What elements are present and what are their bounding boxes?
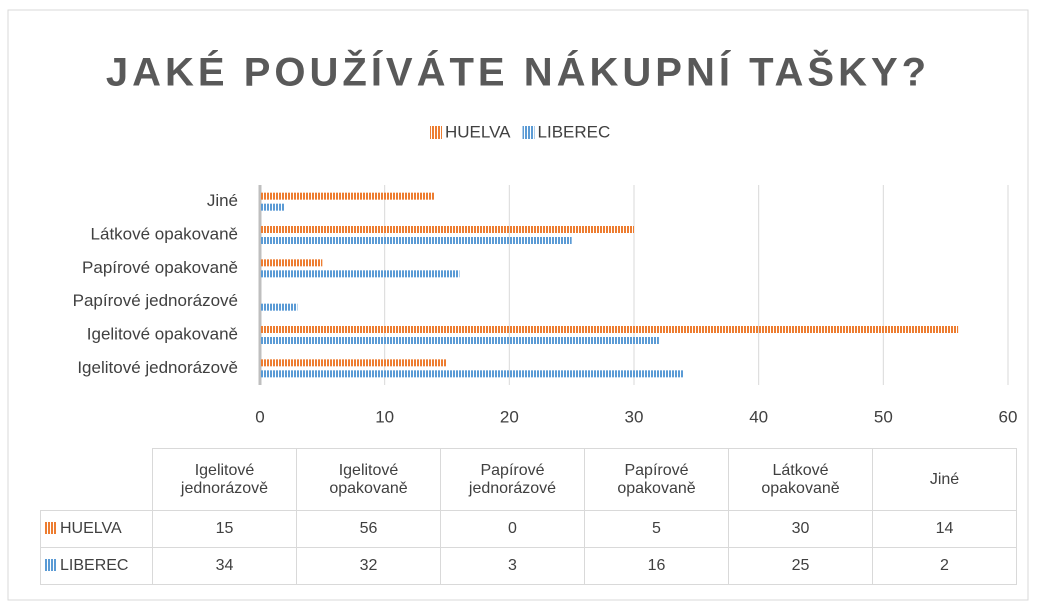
x-tick-label: 20 [500, 407, 519, 426]
chart-border [7, 9, 1029, 601]
x-tick-label: 0 [255, 407, 264, 426]
table-cell: 32 [296, 547, 441, 585]
bar [260, 259, 323, 267]
x-tick-label: 30 [625, 407, 644, 426]
table-header: Igelitové opakovaně [296, 448, 441, 511]
bar [260, 270, 460, 278]
table-series-cell: LIBEREC [40, 547, 153, 585]
y-tick-label: Papírové opakovaně [82, 258, 238, 277]
table-cell: 25 [728, 547, 873, 585]
table-cell: 2 [872, 547, 1017, 585]
table-cell: 34 [152, 547, 297, 585]
table-series-cell: HUELVA [40, 510, 153, 548]
x-tick-label: 50 [874, 407, 893, 426]
bar [260, 303, 298, 311]
x-tick-label: 10 [375, 407, 394, 426]
legend-swatch [522, 126, 535, 139]
legend-swatch [45, 559, 57, 571]
bar [260, 203, 285, 211]
y-tick-label: Igelitové opakovaně [87, 324, 238, 343]
table-cell: 15 [152, 510, 297, 548]
legend-label: HUELVA [445, 122, 511, 141]
table-corner [41, 449, 153, 511]
table-cell: 56 [296, 510, 441, 548]
table-row: LIBEREC 34 32 3 16 25 2 [40, 547, 1017, 585]
table-header: Igelitové jednorázově [152, 448, 297, 511]
table-header: Látkové opakovaně [728, 448, 873, 511]
table-cell: 5 [584, 510, 729, 548]
bar [260, 326, 959, 333]
data-table: Igelitové jednorázově Igelitové opakovaně… [40, 448, 1017, 585]
legend-label: LIBEREC [538, 122, 611, 141]
table-cell: 14 [872, 510, 1017, 548]
table-cell: 0 [440, 510, 585, 548]
series-name: LIBEREC [60, 557, 129, 574]
legend-swatch [430, 126, 442, 139]
table-cell: 30 [728, 510, 873, 548]
bar [260, 370, 684, 378]
x-tick-label: 40 [749, 407, 768, 426]
table-cell: 16 [584, 547, 729, 585]
legend-swatch [45, 522, 57, 534]
bar [260, 237, 572, 244]
table-header-row: Igelitové jednorázově Igelitové opakovaně… [41, 448, 1017, 511]
y-tick-label: Jiné [207, 191, 238, 210]
series-name: HUELVA [60, 520, 122, 537]
bar [260, 337, 659, 344]
table-header: Papírové opakovaně [584, 448, 729, 511]
bar [260, 359, 447, 367]
bar [260, 226, 634, 233]
chart-title: JAKÉ POUŽÍVÁTE NÁKUPNÍ TAŠKY? [106, 49, 930, 95]
y-tick-label: Igelitové jednorázově [77, 358, 238, 377]
x-tick-label: 60 [999, 407, 1018, 426]
table-row: HUELVA 15 56 0 5 30 14 [40, 510, 1017, 548]
table-header: Jiné [872, 448, 1017, 511]
y-tick-label: Látkové opakovaně [91, 224, 238, 243]
bar [260, 192, 435, 200]
y-tick-label: Papírové jednorázové [73, 291, 238, 310]
table-cell: 3 [440, 547, 585, 585]
table-header: Papírové jednorázové [440, 448, 585, 511]
